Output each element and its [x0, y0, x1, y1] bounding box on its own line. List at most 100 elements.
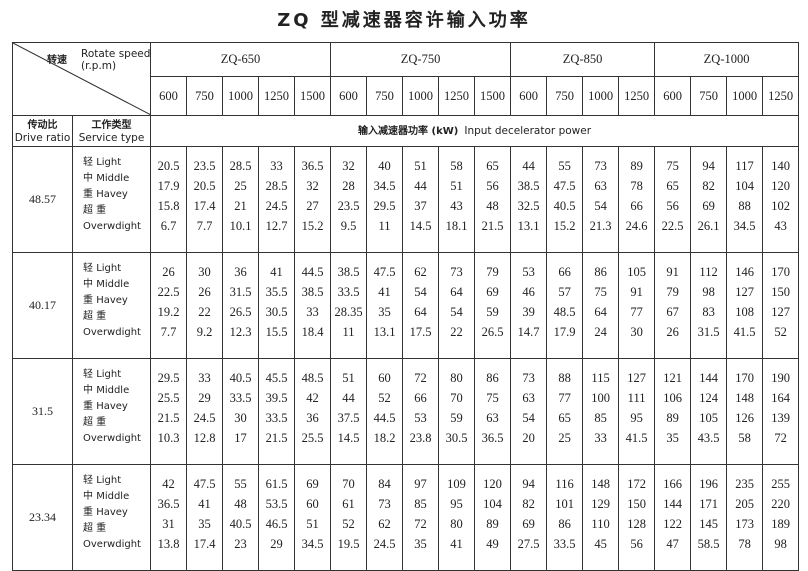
power-value: 235: [735, 477, 754, 491]
power-value: 36: [234, 265, 247, 279]
power-value: 89: [630, 159, 643, 173]
power-value: 17.9: [157, 179, 180, 193]
power-value: 24.5: [265, 199, 288, 213]
power-value: 33.5: [265, 411, 288, 425]
power-cell: 73 63 54 21.3: [582, 146, 620, 253]
service-zh: 中: [83, 491, 93, 502]
power-value: 35: [198, 517, 211, 531]
power-value: 33: [306, 305, 319, 319]
power-value: 124: [699, 391, 718, 405]
service-zh: 重: [83, 401, 93, 412]
power-cell: 190 164 139 72: [762, 358, 800, 465]
power-value: 127: [771, 305, 790, 319]
power-value: 17.4: [193, 199, 216, 213]
power-value: 73: [378, 497, 391, 511]
power-value: 120: [483, 477, 502, 491]
speed-cell: 750: [186, 76, 223, 116]
power-value: 69: [522, 517, 535, 531]
power-value: 61: [342, 497, 355, 511]
service-zh: 轻: [83, 369, 93, 380]
power-value: 58: [738, 431, 751, 445]
power-value: 115: [591, 371, 610, 385]
service-en: Havey: [96, 189, 128, 200]
power-value: 11: [378, 219, 391, 233]
power-value: 148: [591, 477, 610, 491]
power-value: 172: [627, 477, 646, 491]
power-value: 30: [630, 325, 643, 339]
power-value: 29.5: [373, 199, 396, 213]
service-zh: 重: [83, 189, 93, 200]
service-en: Overwdight: [83, 539, 141, 550]
service-types: 轻 Light 中 Middle 重 Havey 超 重 Overwdight: [72, 358, 151, 465]
service-zh: 超 重: [83, 311, 107, 322]
power-value: 44: [342, 391, 355, 405]
power-value: 63: [486, 411, 499, 425]
power-value: 45.5: [265, 371, 288, 385]
power-value: 190: [771, 371, 790, 385]
power-value: 52: [774, 325, 787, 339]
power-value: 31.5: [697, 325, 720, 339]
speed-cell: 1250: [438, 76, 476, 116]
power-cell: 58 51 43 18.1: [438, 146, 476, 253]
power-cell: 40 34.5 29.5 11: [366, 146, 404, 253]
power-value: 40.5: [553, 199, 576, 213]
power-value: 55: [234, 477, 247, 491]
power-value: 164: [771, 391, 790, 405]
power-cell: 75 65 56 22.5: [654, 146, 692, 253]
power-value: 15.2: [553, 219, 576, 233]
power-value: 15.2: [301, 219, 324, 233]
service-en: Light: [96, 475, 122, 486]
power-value: 79: [666, 285, 679, 299]
power-value: 64: [450, 285, 463, 299]
power-value: 21.3: [589, 219, 612, 233]
power-value: 30: [234, 411, 247, 425]
power-value: 166: [663, 477, 682, 491]
power-value: 42: [162, 477, 175, 491]
power-value: 52: [378, 391, 391, 405]
power-cell: 60 52 44.5 18.2: [366, 358, 404, 465]
power-value: 44.5: [373, 411, 396, 425]
power-value: 75: [594, 285, 607, 299]
power-value: 88: [738, 199, 751, 213]
power-value: 20.5: [157, 159, 180, 173]
power-value: 73: [594, 159, 607, 173]
power-value: 40.5: [229, 371, 252, 385]
power-value: 54: [414, 285, 427, 299]
power-cell: 127 111 95 41.5: [618, 358, 656, 465]
power-value: 98: [702, 285, 715, 299]
power-value: 22: [198, 305, 211, 319]
power-cell: 53 46 39 14.7: [510, 252, 548, 359]
page-title: ZQ 型减速器容许输入功率: [277, 10, 531, 31]
power-value: 47.5: [373, 265, 396, 279]
power-value: 64: [594, 305, 607, 319]
power-value: 145: [699, 517, 718, 531]
power-value: 36: [306, 411, 319, 425]
power-value: 112: [699, 265, 718, 279]
speed-cell: 600: [150, 76, 187, 116]
power-value: 60: [306, 497, 319, 511]
power-cell: 28.5 25 21 10.1: [222, 146, 259, 253]
power-value: 19.2: [157, 305, 180, 319]
power-value: 44: [522, 159, 535, 173]
service-zh: 中: [83, 385, 93, 396]
power-value: 48.5: [553, 305, 576, 319]
power-value: 24.5: [373, 537, 396, 551]
power-value: 29.5: [157, 371, 180, 385]
power-value: 170: [771, 265, 790, 279]
power-cell: 45.5 39.5 33.5 21.5: [258, 358, 295, 465]
service-en: Light: [96, 157, 122, 168]
power-value: 144: [663, 497, 682, 511]
power-cell: 79 69 59 26.5: [474, 252, 512, 359]
power-value: 86: [486, 371, 499, 385]
power-value: 27: [306, 199, 319, 213]
power-cell: 62 54 64 17.5: [402, 252, 440, 359]
table-wrap: 转速 Rotate speed (r.p.m) ZQ-650 ZQ-750 ZQ-850…: [12, 42, 800, 571]
power-value: 84: [378, 477, 391, 491]
service-zh: 重: [83, 507, 93, 518]
power-value: 37.5: [337, 411, 360, 425]
power-cell: 26 22.5 19.2 7.7: [150, 252, 187, 359]
power-cell: 55 47.5 40.5 15.2: [546, 146, 584, 253]
service-en: Middle: [96, 385, 130, 396]
ratio-value: 40.17: [12, 252, 73, 359]
power-value: 62: [378, 517, 391, 531]
